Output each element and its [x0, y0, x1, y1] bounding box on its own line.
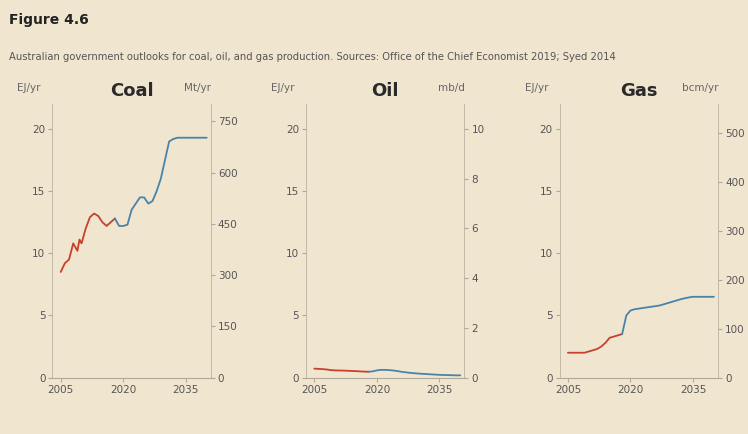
Text: EJ/yr: EJ/yr — [17, 83, 41, 93]
Text: Australian government outlooks for coal, oil, and gas production. Sources: Offic: Australian government outlooks for coal,… — [9, 52, 616, 62]
Title: Gas: Gas — [620, 82, 657, 100]
Title: Oil: Oil — [372, 82, 399, 100]
Text: EJ/yr: EJ/yr — [271, 83, 295, 93]
Text: bcm/yr: bcm/yr — [681, 83, 718, 93]
Text: Mt/yr: Mt/yr — [184, 83, 211, 93]
Title: Coal: Coal — [110, 82, 153, 100]
Text: EJ/yr: EJ/yr — [524, 83, 548, 93]
Text: Figure 4.6: Figure 4.6 — [9, 13, 89, 27]
Text: mb/d: mb/d — [438, 83, 465, 93]
